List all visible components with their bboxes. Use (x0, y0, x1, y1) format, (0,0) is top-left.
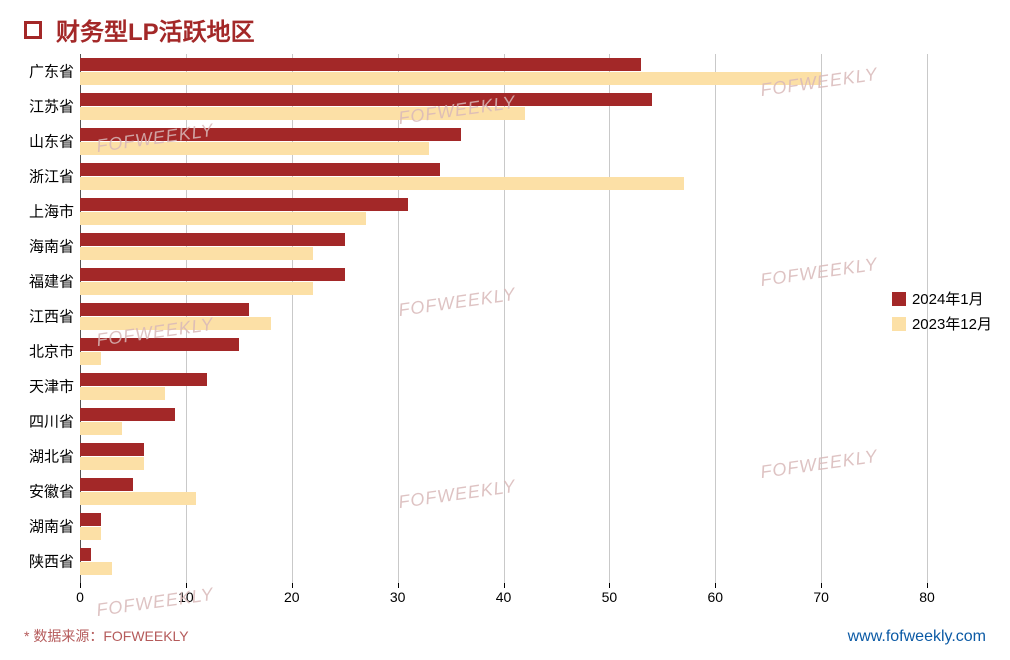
gridline (504, 54, 505, 583)
legend-label: 2024年1月 (912, 288, 984, 309)
bar-s2023_12 (80, 177, 684, 190)
bar-s2023_12 (80, 212, 366, 225)
x-tick-label: 10 (178, 589, 194, 605)
chart-title: 财务型LP活跃地区 (56, 12, 255, 47)
bar-s2024_01 (80, 338, 239, 351)
bar-s2024_01 (80, 163, 440, 176)
footer-source: * 数据来源：FOFWEEKLY (24, 626, 189, 646)
bar-s2023_12 (80, 72, 821, 85)
y-category-label: 江苏省 (29, 96, 74, 117)
y-category-label: 山东省 (29, 131, 74, 152)
y-category-label: 浙江省 (29, 166, 74, 187)
x-tick (609, 583, 610, 588)
legend-item: 2024年1月 (892, 288, 992, 309)
gridline (609, 54, 610, 583)
legend-label: 2023年12月 (912, 313, 992, 334)
chart-title-row: 财务型LP活跃地区 (24, 12, 255, 47)
bar-s2023_12 (80, 422, 122, 435)
legend-item: 2023年12月 (892, 313, 992, 334)
bar-s2024_01 (80, 58, 641, 71)
bar-s2024_01 (80, 233, 345, 246)
bar-s2023_12 (80, 387, 165, 400)
bar-s2024_01 (80, 513, 101, 526)
bar-s2024_01 (80, 93, 652, 106)
bar-s2023_12 (80, 247, 313, 260)
x-tick-label: 20 (284, 589, 300, 605)
gridline (715, 54, 716, 583)
x-tick-label: 40 (496, 589, 512, 605)
footer-site: www.fofweekly.com (848, 628, 986, 646)
bar-s2024_01 (80, 478, 133, 491)
chart-plot: 01020304050607080 (80, 54, 980, 594)
bar-s2023_12 (80, 352, 101, 365)
legend-swatch (892, 317, 906, 331)
bar-s2023_12 (80, 457, 144, 470)
y-category-label: 江西省 (29, 306, 74, 327)
x-tick (715, 583, 716, 588)
y-category-label: 海南省 (29, 236, 74, 257)
x-tick-label: 50 (602, 589, 618, 605)
y-category-label: 四川省 (29, 411, 74, 432)
y-category-label: 陕西省 (29, 551, 74, 572)
gridline (821, 54, 822, 583)
bar-s2023_12 (80, 107, 525, 120)
x-tick (80, 583, 81, 588)
y-category-label: 福建省 (29, 271, 74, 292)
x-tick (186, 583, 187, 588)
y-category-label: 上海市 (29, 201, 74, 222)
x-tick (292, 583, 293, 588)
bar-s2024_01 (80, 443, 144, 456)
bar-s2024_01 (80, 128, 461, 141)
y-category-label: 天津市 (29, 376, 74, 397)
x-tick (398, 583, 399, 588)
y-category-label: 北京市 (29, 341, 74, 362)
x-tick (927, 583, 928, 588)
y-category-label: 湖北省 (29, 446, 74, 467)
chart-legend: 2024年1月 2023年12月 (892, 288, 992, 338)
x-tick-label: 70 (813, 589, 829, 605)
bar-s2024_01 (80, 198, 408, 211)
bar-s2023_12 (80, 562, 112, 575)
bar-s2024_01 (80, 268, 345, 281)
bar-s2024_01 (80, 408, 175, 421)
bar-s2023_12 (80, 527, 101, 540)
bar-s2023_12 (80, 317, 271, 330)
title-square-icon (24, 21, 42, 39)
y-category-label: 安徽省 (29, 481, 74, 502)
x-tick-label: 60 (707, 589, 723, 605)
x-tick (504, 583, 505, 588)
x-tick-label: 0 (76, 589, 84, 605)
bar-s2024_01 (80, 373, 207, 386)
x-tick-label: 80 (919, 589, 935, 605)
bar-s2024_01 (80, 303, 249, 316)
bar-s2023_12 (80, 142, 429, 155)
x-tick (821, 583, 822, 588)
x-tick-label: 30 (390, 589, 406, 605)
y-category-label: 广东省 (29, 61, 74, 82)
bar-s2023_12 (80, 282, 313, 295)
y-category-label: 湖南省 (29, 516, 74, 537)
chart-area: 01020304050607080 广东省江苏省山东省浙江省上海市海南省福建省江… (80, 54, 980, 612)
bar-s2023_12 (80, 492, 196, 505)
bar-s2024_01 (80, 548, 91, 561)
legend-swatch (892, 292, 906, 306)
